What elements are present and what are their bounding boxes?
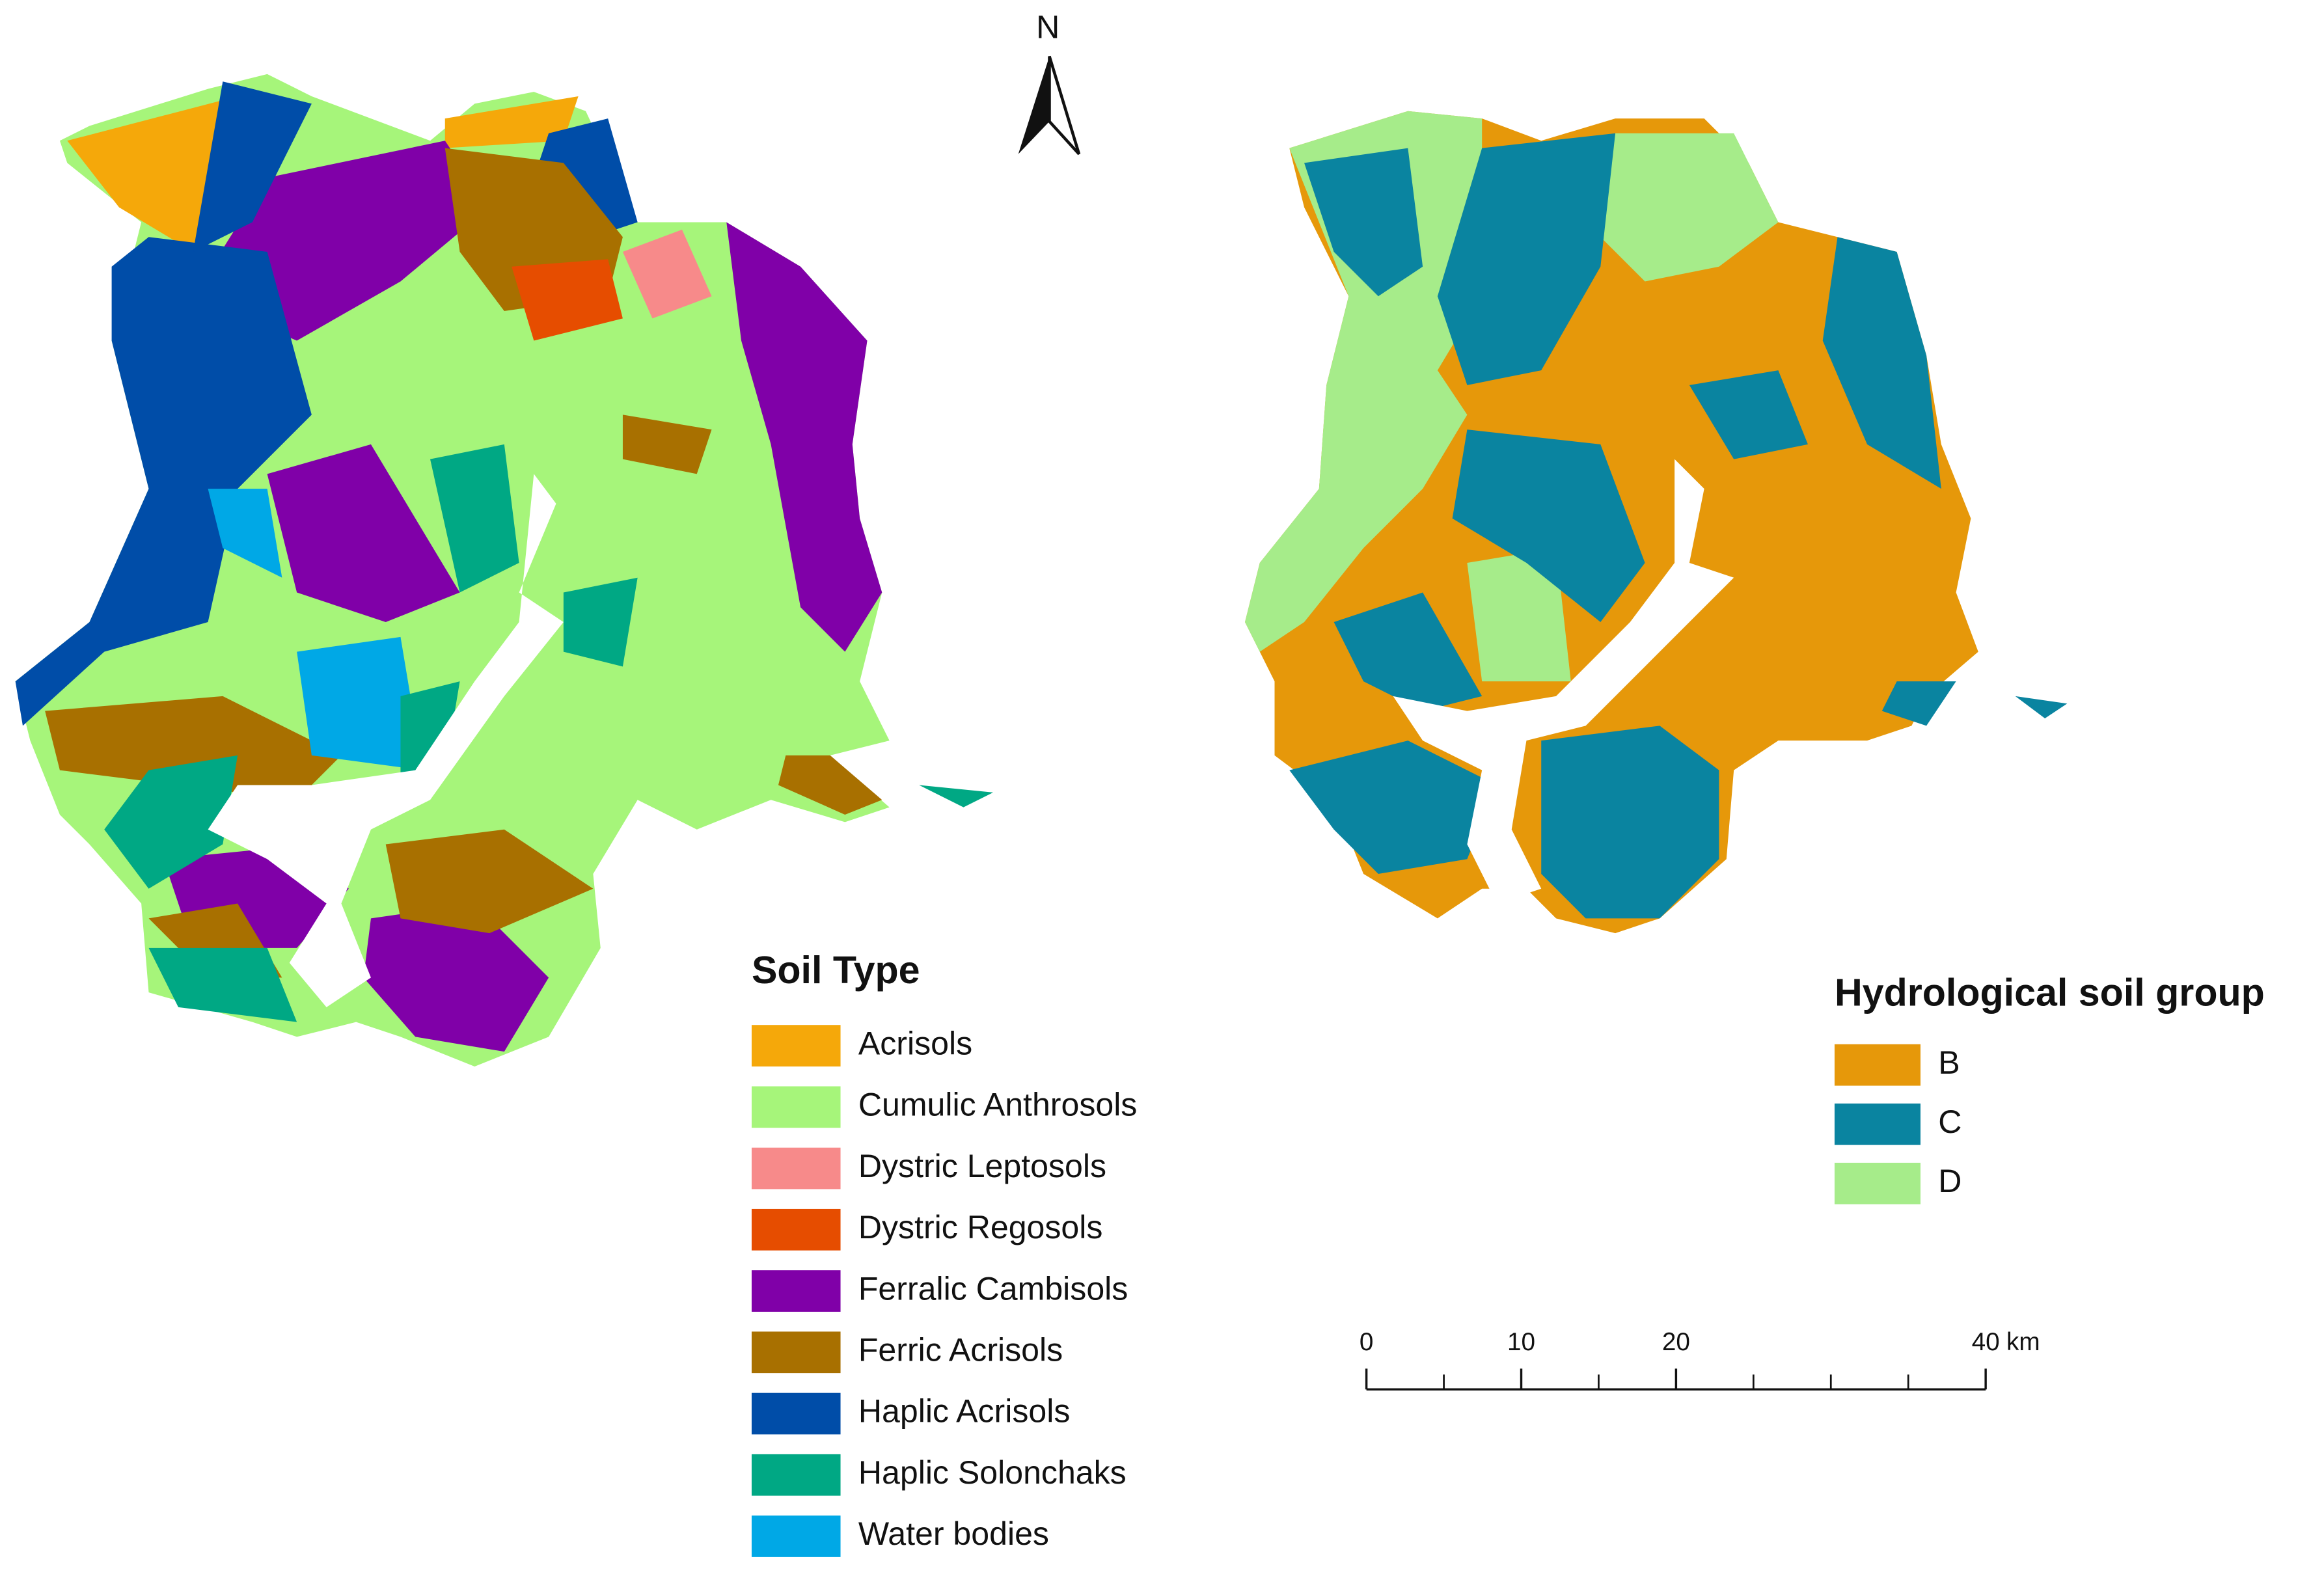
legend-label: Ferric Acrisols: [858, 1331, 1063, 1368]
soil-region: [563, 577, 638, 667]
hsg-region: [1289, 740, 1497, 875]
legend-label: Cumulic Anthrosols: [858, 1087, 1138, 1123]
hsg-legend: Hydrological soil group BCD: [1834, 970, 2265, 1204]
legend-swatch: [751, 1454, 841, 1496]
legend-swatch: [1834, 1162, 1921, 1204]
soil-map: [15, 74, 993, 1067]
soil-legend: Soil Type Acrisols Cumulic Anthrosols Dyst…: [751, 948, 1138, 1557]
hsg-region: [1437, 133, 1616, 385]
legend-swatch: [1834, 1103, 1921, 1145]
soil-region: [193, 81, 312, 252]
lake: [208, 474, 564, 1007]
arrow-right: [1048, 55, 1081, 156]
legend-label: B: [1938, 1044, 1960, 1081]
legend-swatch: [751, 1208, 841, 1251]
soil-region: [534, 118, 638, 238]
hsg-region: [1304, 148, 1423, 297]
legend-label: Haplic Acrisols: [858, 1393, 1071, 1430]
arrow-left: [1018, 56, 1050, 154]
legend-title: Hydrological soil group: [1835, 970, 2265, 1014]
north-label: N: [1036, 9, 1059, 46]
legend-swatch: [751, 1393, 841, 1435]
scale-tick-label: 0: [1360, 1328, 1374, 1356]
hsg-region: [1467, 548, 1571, 682]
soil-region: [267, 444, 460, 623]
hsg-map: [1244, 111, 2068, 934]
hsg-region: [1541, 726, 1719, 919]
soil-region: [15, 237, 312, 726]
legend-swatch: [751, 1270, 841, 1312]
scale-tick-label: 10: [1507, 1328, 1535, 1356]
soil-region: [104, 755, 238, 889]
scale-bar: 0 10 20 40 km: [1360, 1328, 2040, 1391]
soil-region: [45, 696, 342, 800]
soil-region: [919, 785, 993, 808]
soil-region: [208, 489, 282, 578]
scale-tick-label: 20: [1662, 1328, 1690, 1356]
soil-region: [363, 903, 549, 1052]
hsg-region: [1822, 237, 1941, 489]
soil-region: [385, 829, 594, 934]
legend-label: Water bodies: [858, 1515, 1049, 1552]
scale-unit: km: [2006, 1328, 2040, 1356]
hsg-region: [1452, 429, 1645, 623]
hsg-region: [1333, 592, 1483, 711]
soil-region: [297, 636, 423, 770]
soil-region: [778, 755, 882, 815]
scale-tick-label: 40: [1972, 1328, 2000, 1356]
legend-title: Soil Type: [752, 948, 920, 992]
hsg-region: [1881, 681, 1956, 726]
soil-region: [512, 259, 623, 341]
legend-label: Dystric Leptosols: [858, 1148, 1106, 1184]
legend-label: Ferralic Cambisols: [858, 1270, 1128, 1307]
hsg-region: [2015, 696, 2068, 719]
legend-label: Haplic Solonchaks: [858, 1454, 1127, 1491]
soil-region: [726, 222, 882, 652]
hsg-region: [1600, 133, 1779, 282]
legend-swatch: [751, 1147, 841, 1189]
hsg-region: [1689, 370, 1808, 459]
legend-label: C: [1938, 1104, 1962, 1140]
legend-swatch: [1834, 1044, 1921, 1086]
soil-region: [622, 414, 712, 474]
legend-swatch: [751, 1331, 841, 1374]
north-arrow: N: [1018, 9, 1081, 156]
legend-label: D: [1938, 1163, 1962, 1199]
legend-swatch: [751, 1086, 841, 1128]
soil-region: [444, 96, 579, 148]
soil-region: [622, 229, 712, 319]
legend-label: Acrisols: [858, 1025, 972, 1061]
legend-label: Dystric Regosols: [858, 1209, 1103, 1245]
legend-swatch: [751, 1025, 841, 1067]
lake: [1393, 459, 1734, 904]
soil-region: [148, 947, 297, 1022]
hsg-region: [1244, 111, 1483, 652]
soil-region: [430, 444, 519, 593]
legend-swatch: [751, 1515, 841, 1557]
